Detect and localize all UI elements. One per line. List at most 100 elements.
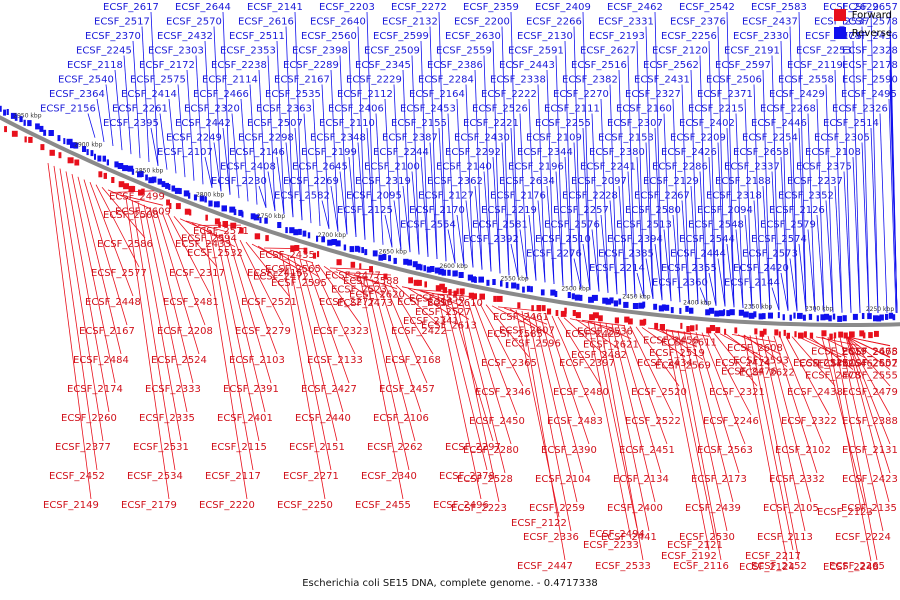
gene-label: ECSF_2548 [688, 220, 744, 231]
gene-label: ECSF_2527 [415, 307, 471, 318]
gene-connector [203, 227, 248, 500]
gene-connector [591, 229, 600, 292]
gene-connector [227, 235, 272, 384]
gene-connector [689, 331, 734, 503]
reverse-gene-arrow [43, 129, 47, 136]
gene-label: ECSF_2134 [613, 474, 669, 485]
gene-label: ECSF_2376 [670, 17, 726, 28]
gene-label: ECSF_2540 [58, 75, 114, 86]
forward-gene-arrow [40, 144, 45, 151]
gene-connector [473, 302, 518, 416]
gene-label: ECSF_2221 [463, 118, 519, 129]
gene-label: ECSF_2509 [364, 46, 420, 57]
reverse-gene-arrow [388, 255, 391, 262]
gene-connector [546, 185, 555, 285]
forward-gene-arrow [214, 218, 220, 225]
gene-connector [287, 255, 332, 471]
gene-connector [395, 284, 440, 326]
reverse-gene-arrow [842, 315, 847, 322]
forward-gene-arrow [303, 247, 308, 254]
reverse-gene-arrow [140, 171, 144, 177]
reverse-gene-arrow [321, 236, 325, 243]
forward-gene-arrow [754, 328, 758, 335]
reverse-gene-arrow [382, 254, 387, 260]
gene-label: ECSF_2109 [526, 133, 582, 144]
gene-connector [501, 26, 510, 276]
scale-tick-label: 2450 kbp [622, 294, 650, 301]
gene-label: ECSF_2353 [220, 46, 276, 57]
gene-label: ECSF_2644 [175, 2, 231, 13]
gene-label: ECSF_2554 [400, 220, 456, 231]
forward-gene-arrow [572, 310, 576, 316]
reverse-gene-arrow [70, 142, 76, 149]
reverse-gene-arrow [526, 285, 531, 292]
gene-label: ECSF_2124 [739, 562, 795, 573]
forward-gene-arrow [803, 331, 807, 338]
gene-label: ECSF_2457 [379, 384, 435, 395]
gene-label: ECSF_2269 [283, 176, 339, 187]
gene-connector [96, 98, 105, 142]
gene-label: ECSF_2430 [454, 133, 510, 144]
gene-label: ECSF_2176 [490, 191, 546, 202]
gene-label: ECSF_2534 [127, 471, 183, 482]
reverse-gene-arrow [723, 309, 726, 316]
gene-connector [87, 113, 96, 138]
gene-connector [159, 113, 168, 170]
gene-connector [357, 26, 366, 240]
gene-connector [807, 113, 816, 312]
reverse-swatch [833, 27, 846, 39]
gene-label: ECSF_2305 [814, 133, 870, 144]
gene-connector [420, 40, 429, 257]
forward-gene-arrow [479, 293, 485, 300]
gene-label: ECSF_2387 [382, 133, 438, 144]
forward-gene-arrow [138, 189, 144, 196]
reverse-gene-arrow [455, 270, 458, 277]
gene-label: ECSF_2144 [724, 278, 780, 289]
gene-connector [773, 335, 818, 474]
reverse-gene-arrow [802, 314, 806, 321]
reverse-gene-arrow [188, 192, 191, 199]
gene-label: ECSF_2365 [481, 358, 537, 369]
gene-connector [846, 336, 891, 370]
gene-connector [573, 26, 582, 289]
gene-connector [449, 297, 494, 442]
reverse-gene-arrow [623, 301, 629, 308]
forward-swatch [833, 9, 846, 21]
reverse-gene-arrow [708, 307, 715, 314]
gene-connector [635, 326, 680, 387]
reverse-gene-arrow [618, 298, 622, 305]
gene-label: ECSF_2103 [229, 355, 285, 366]
gene-label: ECSF_2105 [763, 503, 819, 514]
gene-connector [429, 142, 438, 260]
gene-connector [816, 98, 825, 313]
gene-label: ECSF_2348 [310, 133, 366, 144]
gene-connector [240, 98, 249, 202]
reverse-gene-arrow [343, 244, 347, 251]
reverse-gene-arrow [718, 310, 725, 317]
reverse-gene-arrow [486, 279, 490, 286]
gene-label: ECSF_2303 [148, 46, 204, 57]
gene-label: ECSF_2257 [553, 205, 609, 216]
gene-label: ECSF_2477 [325, 271, 381, 282]
gene-connector [479, 303, 524, 387]
forward-gene-arrow [798, 332, 804, 339]
forward-gene-arrow [265, 235, 269, 242]
gene-connector [245, 241, 290, 297]
gene-connector [492, 156, 501, 274]
gene-label: ECSF_2494 [589, 529, 645, 540]
gene-label: ECSF_2328 [842, 46, 898, 57]
gene-connector [269, 249, 314, 264]
gene-label: ECSF_2237 [787, 176, 843, 187]
gene-connector [575, 319, 620, 350]
gene-connector [321, 84, 330, 229]
gene-connector [353, 274, 398, 290]
reverse-gene-arrow [574, 294, 580, 301]
gene-connector [213, 142, 222, 192]
gene-label: ECSF_2122 [511, 518, 567, 529]
reverse-gene-arrow [516, 283, 520, 290]
reverse-gene-arrow [419, 264, 423, 271]
forward-gene-arrow [628, 318, 633, 325]
gene-label: ECSF_2646 [817, 359, 873, 370]
gene-label: ECSF_2593 [733, 355, 789, 366]
forward-gene-arrow [598, 315, 603, 322]
